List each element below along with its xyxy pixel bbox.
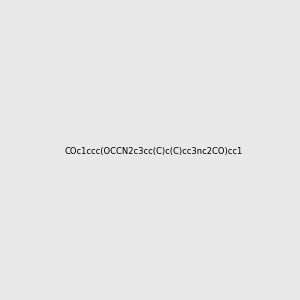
Text: COc1ccc(OCCN2c3cc(C)c(C)cc3nc2CO)cc1: COc1ccc(OCCN2c3cc(C)c(C)cc3nc2CO)cc1 — [64, 147, 243, 156]
